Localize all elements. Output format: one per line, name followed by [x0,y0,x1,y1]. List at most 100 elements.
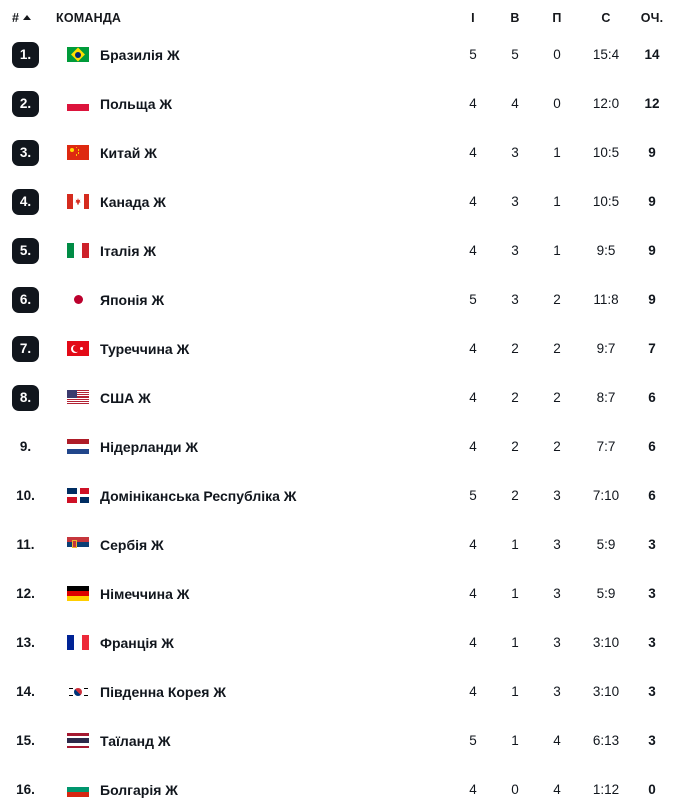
team-name: Таїланд Ж [100,732,171,749]
turkey-flag [67,341,89,356]
table-row[interactable]: 6. Японія Ж 5 3 2 11:8 9 [0,275,680,324]
china-flag [67,145,89,160]
rank-cell: 8. [0,384,56,411]
rank-cell: 1. [0,41,56,68]
table-row[interactable]: 13. Франція Ж 4 1 3 3:10 3 [0,618,680,667]
rank-badge: 7. [12,335,39,362]
table-row[interactable]: 14. Південна Корея Ж 4 1 3 3:10 3 [0,667,680,716]
rank-badge: 8. [12,384,39,411]
won-value: 1 [511,537,519,552]
table-row[interactable]: 16. Болгарія Ж 4 0 4 1:12 0 [0,765,680,801]
won-value: 2 [511,390,519,405]
table-row[interactable]: 5. Італія Ж 4 3 1 9:5 9 [0,226,680,275]
table-row[interactable]: 15. Таїланд Ж 5 1 4 6:13 3 [0,716,680,765]
table-row[interactable]: 11. Сербія Ж 4 1 3 5:9 3 [0,520,680,569]
column-header-sets[interactable]: С [601,11,611,25]
table-row[interactable]: 12. Німеччина Ж 4 1 3 5:9 3 [0,569,680,618]
team-name: Польща Ж [100,95,173,112]
won-value: 4 [511,96,519,111]
played-value: 5 [469,733,477,748]
won-value: 3 [511,243,519,258]
played-value: 4 [469,96,477,111]
sort-ascending-icon[interactable] [23,14,32,20]
column-header-played[interactable]: І [471,11,475,25]
rank-number: 11. [16,537,35,552]
column-header-rank[interactable]: # [0,11,56,25]
germany-flag [67,586,89,601]
sets-value: 5:9 [596,586,616,601]
played-value: 4 [469,537,477,552]
won-value: 0 [511,782,519,797]
france-flag [67,635,89,650]
table-row[interactable]: 4. Канада Ж 4 3 1 10:5 9 [0,177,680,226]
played-value: 4 [469,243,477,258]
sets-value: 10:5 [592,194,620,209]
rank-cell: 9. [0,434,56,460]
column-header-team[interactable]: КОМАНДА [56,11,452,25]
sets-value: 10:5 [592,145,620,160]
played-value: 4 [469,586,477,601]
played-value: 4 [469,390,477,405]
won-value: 2 [511,341,519,356]
team-cell[interactable]: Туреччина Ж [56,341,452,357]
rank-cell: 15. [0,728,56,754]
points-value: 6 [648,439,656,454]
team-name: Домініканська Республіка Ж [100,487,297,504]
column-header-won[interactable]: В [510,11,520,25]
rank-cell: 10. [0,483,56,509]
south-korea-flag [67,684,89,699]
points-value: 3 [648,635,656,650]
team-cell[interactable]: Домініканська Республіка Ж [56,488,452,504]
rank-badge: 1. [12,41,39,68]
lost-value: 0 [553,96,561,111]
flag-wrapper [56,586,100,601]
team-cell[interactable]: Сербія Ж [56,537,452,553]
japan-flag [67,292,89,307]
flag-wrapper [56,292,100,307]
team-cell[interactable]: США Ж [56,390,452,406]
thailand-flag [67,733,89,748]
rank-badge: 3. [12,139,39,166]
flag-wrapper [56,684,100,699]
team-cell[interactable]: Бразилія Ж [56,47,452,63]
team-cell[interactable]: Таїланд Ж [56,733,452,749]
lost-value: 4 [553,733,561,748]
points-value: 9 [648,194,656,209]
won-value: 1 [511,684,519,699]
table-row[interactable]: 3. Китай Ж 4 3 1 10:5 9 [0,128,680,177]
played-value: 5 [469,47,477,62]
rank-badge: 6. [12,286,39,313]
netherlands-flag [67,439,89,454]
rank-number: 15. [16,733,35,748]
lost-value: 2 [553,439,561,454]
column-header-lost[interactable]: П [552,11,562,25]
team-cell[interactable]: Китай Ж [56,145,452,161]
team-cell[interactable]: Нідерланди Ж [56,439,452,455]
table-row[interactable]: 7. Туреччина Ж 4 2 2 9:7 7 [0,324,680,373]
rank-cell: 16. [0,777,56,801]
table-row[interactable]: 9. Нідерланди Ж 4 2 2 7:7 6 [0,422,680,471]
table-row[interactable]: 10. Домініканська Республіка Ж 5 2 3 7:10 6 [0,471,680,520]
team-cell[interactable]: Японія Ж [56,292,452,308]
flag-wrapper [56,145,100,160]
sets-value: 11:8 [593,292,619,307]
team-name: Сербія Ж [100,536,164,553]
team-cell[interactable]: Болгарія Ж [56,782,452,798]
rank-cell: 6. [0,286,56,313]
bulgaria-flag [67,782,89,797]
team-cell[interactable]: Італія Ж [56,243,452,259]
team-name: Болгарія Ж [100,781,178,798]
team-cell[interactable]: Німеччина Ж [56,586,452,602]
team-cell[interactable]: Канада Ж [56,194,452,210]
table-row[interactable]: 8. США Ж 4 2 2 8:7 6 [0,373,680,422]
table-row[interactable]: 2. Польща Ж 4 4 0 12:0 12 [0,79,680,128]
team-cell[interactable]: Південна Корея Ж [56,684,452,700]
column-header-points[interactable]: ОЧ. [640,11,664,25]
team-cell[interactable]: Польща Ж [56,96,452,112]
team-cell[interactable]: Франція Ж [56,635,452,651]
lost-value: 2 [553,390,561,405]
team-header-label: КОМАНДА [56,11,122,25]
lost-value: 0 [553,47,561,62]
table-row[interactable]: 1. Бразилія Ж 5 5 0 15:4 14 [0,30,680,79]
won-value: 2 [511,488,519,503]
